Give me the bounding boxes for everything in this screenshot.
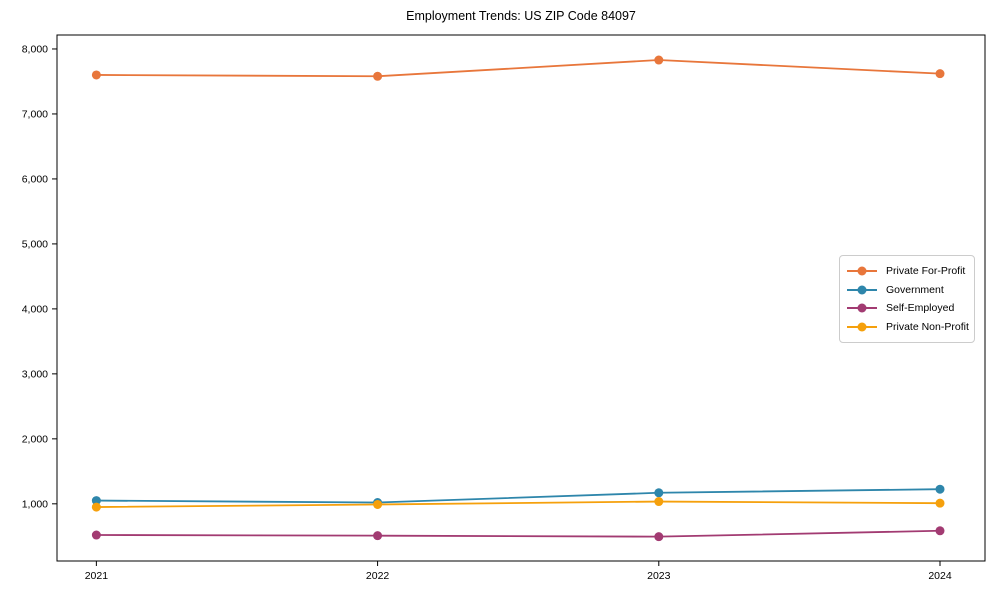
legend-label: Government: [886, 283, 944, 296]
data-point-private-non-profit-2022: [373, 499, 383, 509]
y-tick-label: 7,000: [22, 108, 48, 120]
legend-label: Private For-Profit: [886, 265, 966, 278]
data-point-private-non-profit-2023: [654, 497, 664, 507]
data-point-government-2024: [935, 484, 945, 494]
legend-item-private-non-profit: Private Non-Profit: [847, 320, 969, 333]
legend-item-private-for-profit: Private For-Profit: [847, 265, 967, 277]
data-point-government-2021: [91, 496, 101, 506]
legend-item-government: Government: [847, 284, 967, 296]
chart-title: Employment Trends: US ZIP Code 84097: [406, 9, 636, 23]
series-line-private-for-profit: [95, 59, 941, 78]
y-tick-label: 5,000: [22, 238, 48, 250]
data-point-self-employed-2024: [935, 526, 945, 536]
legend-marker-icon: [847, 266, 877, 276]
plot-border: [56, 34, 986, 562]
y-tick-label: 8,000: [22, 43, 48, 55]
data-point-private-non-profit-2021: [91, 502, 101, 512]
series-line-private-non-profit: [95, 500, 941, 508]
x-tick-label: 2021: [85, 570, 109, 582]
series-line-government: [95, 488, 941, 504]
x-tick-label: 2022: [366, 570, 390, 582]
data-point-private-for-profit-2023: [654, 55, 664, 65]
legend-marker-icon: [847, 322, 877, 332]
legend-marker-icon: [847, 303, 877, 313]
y-tick-label: 1,000: [22, 498, 48, 510]
y-tick-label: 6,000: [22, 173, 48, 185]
data-point-private-non-profit-2024: [935, 498, 945, 508]
data-point-private-for-profit-2024: [935, 69, 945, 79]
x-tick-label: 2023: [647, 570, 671, 582]
y-tick-label: 4,000: [22, 303, 48, 315]
legend-label: Private Non-Profit: [886, 320, 969, 333]
series-line-self-employed: [95, 529, 941, 538]
y-tick-label: 3,000: [22, 368, 48, 380]
x-tick-label: 2024: [928, 570, 952, 582]
legend-label: Self-Employed: [886, 302, 955, 315]
data-point-private-for-profit-2022: [373, 71, 383, 81]
data-point-self-employed-2022: [373, 531, 383, 541]
data-point-private-for-profit-2021: [91, 70, 101, 80]
data-point-self-employed-2023: [654, 532, 664, 542]
legend-item-self-employed: Self-Employed: [847, 302, 967, 314]
data-point-self-employed-2021: [91, 530, 101, 540]
legend: Private For-Profit Government Self-Emplo…: [839, 255, 975, 343]
data-point-government-2023: [654, 488, 664, 498]
legend-marker-icon: [847, 285, 877, 295]
y-tick-label: 2,000: [22, 433, 48, 445]
